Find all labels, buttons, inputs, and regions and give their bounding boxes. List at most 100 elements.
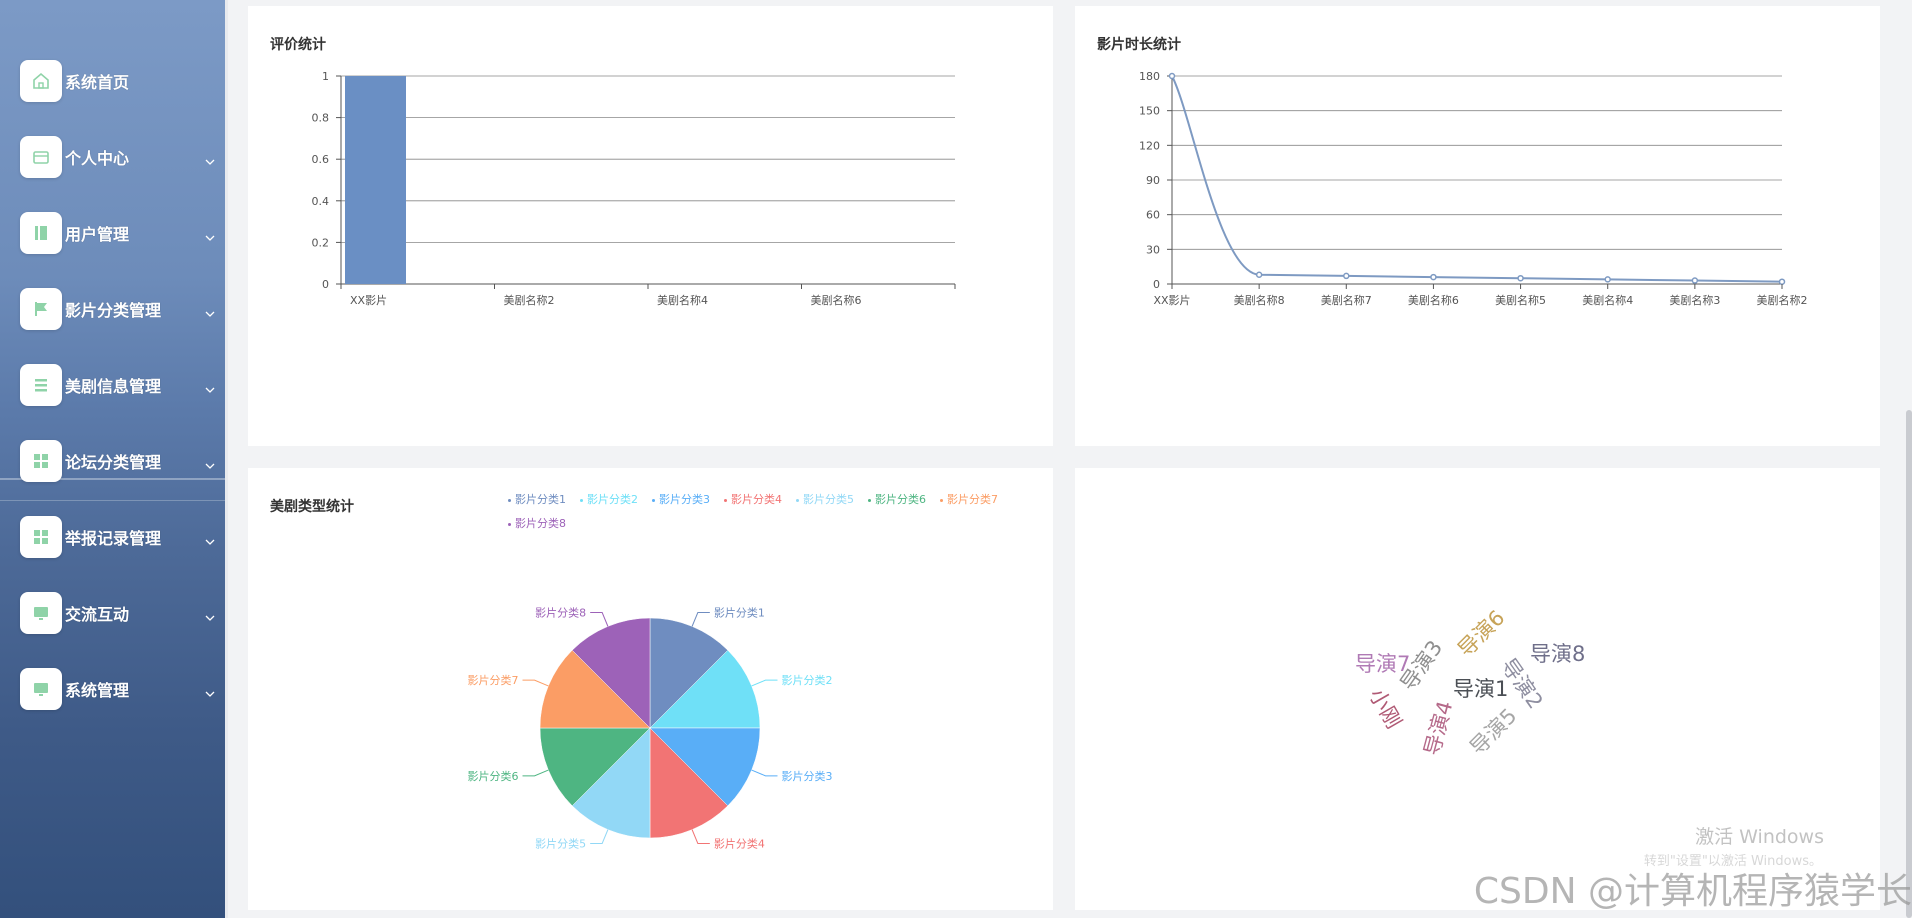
- duration-line-chart: 0 30 60 90 120 150 180 XX影片 美剧名称8 美剧名称7 美剧名称6 美剧名称5…: [1139, 70, 1808, 307]
- legend-item[interactable]: 影片分类2: [580, 493, 638, 506]
- legend-label: 影片分类7: [947, 493, 998, 506]
- legend-dot-icon: [508, 522, 511, 526]
- windows-activation-title: 激活 Windows: [1695, 826, 1824, 848]
- csdn-watermark: CSDN @计算机程序猿学长: [1473, 871, 1912, 912]
- rating-card: 评价统计 0 0.2 0.4 0.6 0.8 1 XX影片 美剧名称2 美剧名称4 美剧名称6: [248, 6, 1053, 446]
- pie-label: 影片分类7: [468, 673, 519, 687]
- label-line: [751, 769, 778, 777]
- sidebar-item-label: 系统管理: [65, 681, 130, 700]
- data-point: [1691, 277, 1699, 284]
- legend-label: 影片分类5: [803, 493, 854, 506]
- legend-item[interactable]: 影片分类1: [508, 493, 566, 506]
- chevron-down-icon: [205, 151, 215, 165]
- legend-label: 影片分类8: [515, 517, 566, 530]
- x-tick-label: 美剧名称7: [1321, 293, 1372, 307]
- sidebar-item[interactable]: 美剧信息管理: [0, 353, 225, 417]
- y-tick-label: 150: [1139, 105, 1160, 118]
- chevron-down-icon: [205, 607, 215, 621]
- label-line: [691, 829, 710, 844]
- legend-dot-icon: [796, 498, 799, 502]
- label-line: [590, 829, 609, 844]
- label-line: [522, 769, 549, 777]
- list-icon: [20, 364, 62, 406]
- sidebar-item-label: 个人中心: [65, 149, 130, 168]
- background-rail: [0, 500, 225, 501]
- x-tick-label: 美剧名称2: [504, 293, 555, 307]
- legend-item[interactable]: 影片分类3: [652, 493, 710, 506]
- label-line: [691, 612, 710, 627]
- chevron-down-icon: [205, 531, 215, 545]
- sidebar-item-label: 美剧信息管理: [65, 377, 162, 396]
- rating-bar-chart: 0 0.2 0.4 0.6 0.8 1 XX影片 美剧名称2 美剧名称4 美剧名称6: [312, 70, 956, 307]
- data-point: [1517, 274, 1524, 282]
- flag-icon: [20, 288, 62, 330]
- data-point: [1430, 273, 1437, 281]
- pie-label: 影片分类5: [535, 836, 586, 850]
- legend-item[interactable]: 影片分类7: [940, 493, 998, 506]
- legend-item[interactable]: 影片分类5: [796, 493, 854, 506]
- genre-pie-chart: 影片分类1 影片分类2 影片分类3 影片分类4 影片分类5 影片分类6 影片分类7 影片分类8: [468, 606, 833, 851]
- chevron-down-icon: [205, 455, 215, 469]
- legend-dot-icon: [508, 498, 511, 502]
- series-line: [1171, 75, 1783, 283]
- duration-chart-title: 影片时长统计: [1097, 37, 1181, 53]
- legend-dot-icon: [652, 498, 655, 502]
- y-tick-label: 30: [1146, 243, 1160, 256]
- rating-chart-title: 评价统计: [270, 37, 326, 53]
- content-edge: [225, 0, 228, 918]
- home-icon: [20, 60, 62, 102]
- y-tick-label: 0: [1153, 278, 1160, 291]
- wordcloud-word: 导演1: [1453, 677, 1509, 701]
- legend-dot-icon: [724, 498, 727, 502]
- pie-label: 影片分类2: [781, 673, 832, 687]
- legend-label: 影片分类1: [515, 493, 566, 506]
- data-point: [1343, 272, 1350, 280]
- wordcloud-word: 导演3: [1395, 636, 1448, 696]
- legend-label: 影片分类3: [659, 493, 710, 506]
- sidebar-item[interactable]: 系统首页: [0, 49, 225, 113]
- monitor-icon: [20, 668, 62, 710]
- pie-label: 影片分类4: [714, 836, 765, 850]
- y-tick-label: 0: [322, 278, 329, 291]
- sidebar-item-label: 用户管理: [65, 225, 130, 244]
- sidebar: 系统首页个人中心用户管理影片分类管理 美剧信息管理 论坛分类管理举报记录管理 交流互动…: [0, 0, 225, 918]
- genre-chart-title: 美剧类型统计: [270, 499, 354, 515]
- label-line: [590, 612, 609, 627]
- duration-card: 影片时长统计 0 30 60 90 120 150 180 XX影片 美剧名称8 美剧名称7 美剧名…: [1075, 6, 1880, 446]
- data-point: [1778, 278, 1786, 285]
- wordcloud-word: 导演4: [1419, 698, 1458, 759]
- sidebar-item[interactable]: 个人中心: [0, 125, 225, 189]
- sidebar-item[interactable]: 影片分类管理: [0, 277, 225, 341]
- chevron-down-icon: [205, 227, 215, 241]
- sidebar-item-label: 论坛分类管理: [65, 453, 162, 472]
- background-rail: [0, 478, 225, 480]
- legend-item[interactable]: 影片分类4: [724, 493, 782, 506]
- x-tick-label: 美剧名称8: [1234, 293, 1285, 307]
- sidebar-item-label: 影片分类管理: [65, 301, 162, 320]
- sidebar-item-label: 系统首页: [65, 73, 130, 92]
- page-scrollbar[interactable]: [1906, 410, 1912, 918]
- monitor-icon: [20, 592, 62, 634]
- y-tick-label: 60: [1146, 209, 1160, 222]
- chevron-down-icon: [205, 683, 215, 697]
- legend-item[interactable]: 影片分类8: [508, 517, 566, 530]
- genre-card: 美剧类型统计 影片分类1 影片分类2 影片分类3 影片分类4 影片分类5 影片分类6 影片分…: [248, 468, 1053, 910]
- wordcloud-word: 导演5: [1465, 703, 1522, 760]
- grid-icon: [20, 516, 62, 558]
- sidebar-item[interactable]: 系统管理: [0, 657, 225, 721]
- x-tick-label: 美剧名称4: [1582, 293, 1633, 307]
- y-tick-label: 180: [1139, 70, 1160, 83]
- x-tick-label: 美剧名称3: [1669, 293, 1720, 307]
- sidebar-item[interactable]: 举报记录管理: [0, 505, 225, 569]
- sidebar-item[interactable]: 用户管理: [0, 201, 225, 265]
- legend-item[interactable]: 影片分类6: [868, 493, 926, 506]
- x-tick-label: 美剧名称6: [1408, 293, 1459, 307]
- sidebar-item[interactable]: 论坛分类管理: [0, 429, 225, 493]
- wordcloud-word: 导演6: [1453, 605, 1510, 662]
- pie-label: 影片分类8: [535, 606, 586, 620]
- x-tick-label: 美剧名称5: [1495, 293, 1546, 307]
- director-card: 导演7 导演3 导演6 导演8 导演1 导演2 小刚 导演4 导演5: [1075, 468, 1880, 910]
- pie-label: 影片分类1: [714, 606, 765, 620]
- sidebar-item[interactable]: 交流互动: [0, 581, 225, 645]
- pie-legend: 影片分类1 影片分类2 影片分类3 影片分类4 影片分类5 影片分类6 影片分类7 影片分类8: [508, 488, 1058, 536]
